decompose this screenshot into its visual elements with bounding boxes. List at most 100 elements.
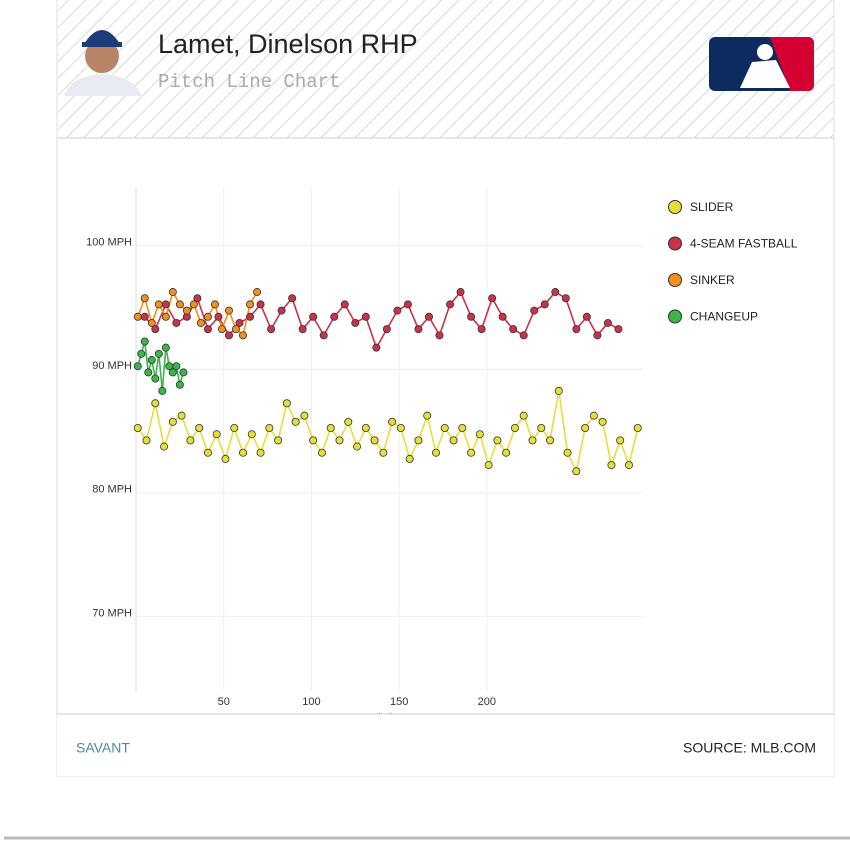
point	[330, 312, 339, 321]
point	[528, 436, 537, 445]
point	[467, 312, 476, 321]
point	[246, 312, 255, 321]
point	[151, 374, 160, 383]
x-tick-label: 50	[218, 696, 230, 708]
point	[137, 349, 146, 358]
point	[519, 411, 528, 420]
point	[247, 430, 256, 439]
point	[186, 436, 195, 445]
point	[147, 318, 156, 327]
point	[616, 436, 625, 445]
title: Lamet, Dinelson RHP	[158, 29, 418, 59]
point	[563, 448, 572, 457]
legend-label: SLIDER	[690, 200, 734, 214]
point	[196, 318, 205, 327]
point	[282, 399, 291, 408]
point	[179, 368, 188, 377]
point	[172, 318, 181, 327]
x-tick-label: 150	[390, 696, 408, 708]
point	[147, 356, 156, 365]
point	[624, 461, 633, 470]
point	[351, 318, 360, 327]
point	[193, 294, 202, 303]
point	[370, 436, 379, 445]
y-tick-label: 100 MPH	[86, 237, 132, 249]
point	[246, 300, 255, 309]
point	[431, 448, 440, 457]
mlb-logo	[709, 37, 814, 91]
point	[151, 325, 160, 334]
point	[172, 362, 181, 371]
legend-marker	[668, 309, 682, 324]
point	[298, 325, 307, 334]
point	[217, 325, 226, 334]
point	[256, 448, 265, 457]
point	[405, 454, 414, 463]
point	[372, 343, 381, 352]
series-line	[137, 390, 639, 474]
point	[256, 300, 265, 309]
point	[168, 368, 177, 377]
point	[309, 436, 318, 445]
point	[267, 325, 276, 334]
point	[353, 442, 362, 451]
point	[203, 312, 212, 321]
point	[340, 300, 349, 309]
point	[142, 436, 151, 445]
point	[317, 448, 326, 457]
point	[300, 411, 309, 420]
point	[277, 306, 286, 315]
point	[177, 411, 186, 420]
point	[607, 461, 616, 470]
point	[484, 461, 493, 470]
point	[361, 312, 370, 321]
y-tick-label: 70 MPH	[92, 607, 132, 619]
point	[161, 312, 170, 321]
point	[477, 325, 486, 334]
point	[235, 318, 244, 327]
point	[458, 424, 467, 433]
y-tick-label: 90 MPH	[92, 360, 132, 372]
point	[393, 306, 402, 315]
header-bg	[58, 0, 833, 138]
point	[168, 417, 177, 426]
point	[265, 424, 274, 433]
point	[344, 417, 353, 426]
point	[475, 430, 484, 439]
point	[424, 312, 433, 321]
point	[554, 386, 563, 395]
point	[388, 417, 397, 426]
legend-marker	[668, 273, 682, 287]
footer-link[interactable]: SAVANT	[76, 740, 130, 756]
point	[161, 343, 170, 352]
point	[230, 424, 239, 433]
point	[509, 325, 518, 334]
point	[414, 325, 423, 334]
point	[140, 294, 149, 303]
point	[561, 294, 570, 303]
point	[546, 436, 555, 445]
point	[614, 325, 623, 334]
y-tick-label: 80 MPH	[92, 484, 132, 496]
point	[203, 325, 212, 334]
legend-label: CHANGEUP	[690, 310, 758, 324]
point	[502, 448, 511, 457]
x-tick-label: 200	[478, 696, 496, 708]
point	[168, 288, 177, 297]
point	[214, 312, 223, 321]
point	[633, 424, 642, 433]
point	[239, 448, 248, 457]
point	[530, 306, 539, 315]
point	[589, 411, 598, 420]
point	[581, 424, 590, 433]
point	[361, 424, 370, 433]
point	[572, 467, 581, 476]
point	[396, 424, 405, 433]
point	[435, 331, 444, 340]
point	[239, 331, 248, 340]
point	[309, 312, 318, 321]
point	[540, 300, 549, 309]
point	[488, 294, 497, 303]
point	[593, 331, 602, 340]
